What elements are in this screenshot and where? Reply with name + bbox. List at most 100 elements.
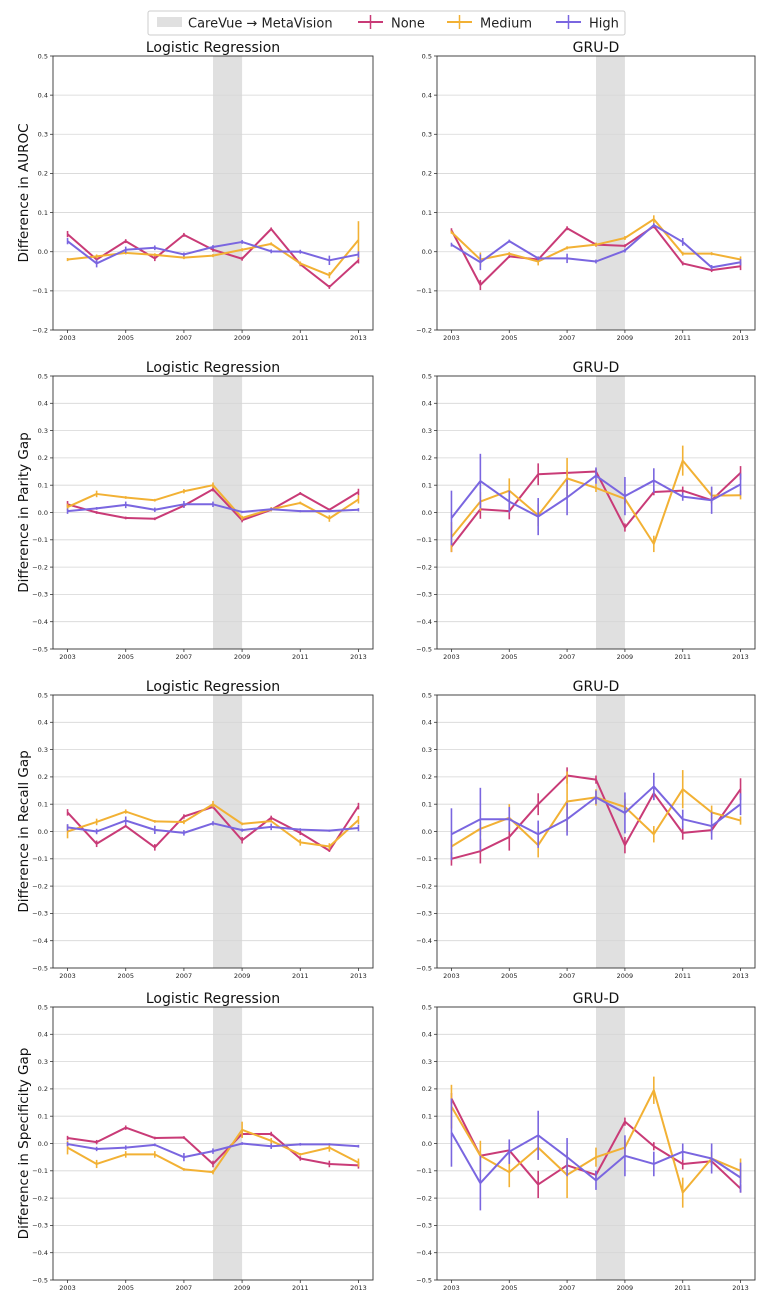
chart-panel-7: −0.5 −0.4 −0.3 −0.2 −0.1 0.0 0.1 0.2 0.3 0.4 0.5 20… bbox=[16, 991, 374, 1292]
x-tick-label: 2011 bbox=[674, 972, 691, 980]
y-tick-label: 0.4 bbox=[38, 1031, 48, 1039]
y-tick-label: 0.1 bbox=[38, 801, 48, 809]
y-tick-label: 0.4 bbox=[38, 91, 48, 99]
y-tick-label: −0.4 bbox=[32, 1249, 48, 1257]
chart-title: Logistic Regression bbox=[146, 679, 280, 695]
y-tick-label: −0.1 bbox=[32, 855, 48, 863]
y-tick-label: −0.1 bbox=[416, 287, 432, 295]
x-tick-label: 2005 bbox=[501, 972, 518, 980]
y-tick-label: 0.2 bbox=[422, 773, 432, 781]
y-tick-label: 0.1 bbox=[422, 209, 432, 217]
y-tick-label: −0.2 bbox=[416, 326, 432, 334]
y-tick-label: −0.2 bbox=[416, 1194, 432, 1202]
y-tick-label: −0.2 bbox=[416, 563, 432, 571]
y-tick-label: 0.3 bbox=[422, 1058, 432, 1066]
y-tick-label: 0.3 bbox=[422, 746, 432, 754]
x-tick-label: 2007 bbox=[559, 334, 576, 342]
y-tick-label: 0.3 bbox=[38, 746, 48, 754]
x-tick-label: 2013 bbox=[350, 972, 367, 980]
y-tick-label: 0.5 bbox=[38, 1003, 48, 1011]
x-tick-label: 2013 bbox=[350, 653, 367, 661]
y-tick-label: 0.3 bbox=[38, 1058, 48, 1066]
y-tick-label: 0.2 bbox=[38, 454, 48, 462]
y-tick-label: 0.0 bbox=[422, 509, 432, 517]
series-high bbox=[66, 816, 360, 836]
legend-marker-medium bbox=[447, 15, 472, 29]
axes-frame bbox=[436, 1006, 756, 1281]
y-tick-label: 0.1 bbox=[38, 209, 48, 217]
x-tick-label: 2013 bbox=[732, 1284, 749, 1292]
y-tick-label: 0.3 bbox=[38, 131, 48, 139]
x-tick-label: 2011 bbox=[674, 334, 691, 342]
y-tick-label: −0.3 bbox=[32, 910, 48, 918]
chart-title: GRU-D bbox=[573, 360, 620, 376]
axes-frame bbox=[52, 55, 374, 331]
y-tick-label: −0.1 bbox=[416, 536, 432, 544]
chart-panel-2: −0.2 −0.1 0.0 0.1 0.2 0.3 0.4 0.5 2003 2005 2007 20… bbox=[416, 40, 756, 342]
y-tick-label: 0.1 bbox=[38, 1113, 48, 1121]
y-tick-label: 0.5 bbox=[422, 691, 432, 699]
y-tick-label: 0.1 bbox=[422, 801, 432, 809]
legend-frame bbox=[147, 10, 626, 36]
y-tick-label: −0.5 bbox=[416, 964, 432, 972]
series-high bbox=[66, 238, 360, 268]
y-tick-label: −0.2 bbox=[416, 882, 432, 890]
x-tick-label: 2003 bbox=[443, 1284, 460, 1292]
axes-frame bbox=[52, 375, 374, 650]
chart-title: Logistic Regression bbox=[146, 991, 280, 1007]
y-tick-label: −0.2 bbox=[32, 882, 48, 890]
y-tick-label: −0.4 bbox=[32, 937, 48, 945]
y-tick-label: 0.0 bbox=[422, 248, 432, 256]
legend-label-medium: Medium bbox=[480, 17, 532, 32]
y-axis-label: Difference in AUROC bbox=[16, 123, 32, 262]
y-tick-label: −0.2 bbox=[32, 563, 48, 571]
y-tick-label: 0.5 bbox=[422, 52, 432, 60]
y-tick-label: −0.5 bbox=[416, 645, 432, 653]
x-tick-label: 2009 bbox=[617, 653, 634, 661]
chart-panel-8: −0.5 −0.4 −0.3 −0.2 −0.1 0.0 0.1 0.2 0.3 0.4 0.5 20… bbox=[416, 991, 756, 1292]
chart-panel-6: −0.5 −0.4 −0.3 −0.2 −0.1 0.0 0.1 0.2 0.3 0.4 0.5 20… bbox=[416, 679, 756, 980]
y-tick-label: −0.4 bbox=[416, 1249, 432, 1257]
x-tick-label: 2007 bbox=[176, 1284, 193, 1292]
y-tick-label: 0.4 bbox=[422, 91, 432, 99]
legend-marker-high bbox=[556, 15, 581, 29]
legend-label-high: High bbox=[589, 17, 619, 32]
y-tick-label: −0.3 bbox=[416, 591, 432, 599]
x-tick-label: 2005 bbox=[501, 653, 518, 661]
chart-panel-1: −0.2 −0.1 0.0 0.1 0.2 0.3 0.4 0.5 2003 2005 2007 20… bbox=[16, 40, 374, 342]
x-tick-label: 2005 bbox=[501, 334, 518, 342]
y-tick-label: 0.0 bbox=[422, 1140, 432, 1148]
y-tick-label: −0.3 bbox=[416, 1222, 432, 1230]
y-tick-label: −0.5 bbox=[32, 964, 48, 972]
x-tick-label: 2013 bbox=[732, 653, 749, 661]
x-tick-label: 2003 bbox=[443, 334, 460, 342]
x-tick-label: 2007 bbox=[559, 653, 576, 661]
y-tick-label: −0.4 bbox=[32, 618, 48, 626]
x-tick-label: 2013 bbox=[732, 972, 749, 980]
series-high bbox=[450, 453, 742, 546]
chart-title: Logistic Regression bbox=[146, 360, 280, 376]
y-tick-label: −0.5 bbox=[32, 1276, 48, 1284]
x-tick-label: 2009 bbox=[617, 334, 634, 342]
y-tick-label: 0.4 bbox=[38, 719, 48, 727]
y-tick-label: −0.5 bbox=[416, 1276, 432, 1284]
x-tick-label: 2011 bbox=[292, 1284, 309, 1292]
axes-frame bbox=[436, 55, 756, 331]
x-tick-label: 2009 bbox=[617, 1284, 634, 1292]
y-tick-label: −0.4 bbox=[416, 937, 432, 945]
y-tick-label: 0.4 bbox=[38, 400, 48, 408]
y-tick-label: 0.1 bbox=[38, 482, 48, 490]
y-tick-label: 0.2 bbox=[422, 454, 432, 462]
series-medium bbox=[66, 800, 360, 850]
series-high bbox=[66, 1141, 360, 1162]
y-tick-label: 0.1 bbox=[422, 1113, 432, 1121]
x-tick-label: 2003 bbox=[59, 972, 76, 980]
transition-band bbox=[213, 56, 243, 330]
x-tick-label: 2009 bbox=[617, 972, 634, 980]
y-tick-label: 0.0 bbox=[38, 509, 48, 517]
y-tick-label: 0.0 bbox=[38, 248, 48, 256]
series-high bbox=[450, 1098, 742, 1211]
x-tick-label: 2007 bbox=[176, 653, 193, 661]
y-tick-label: 0.4 bbox=[422, 719, 432, 727]
